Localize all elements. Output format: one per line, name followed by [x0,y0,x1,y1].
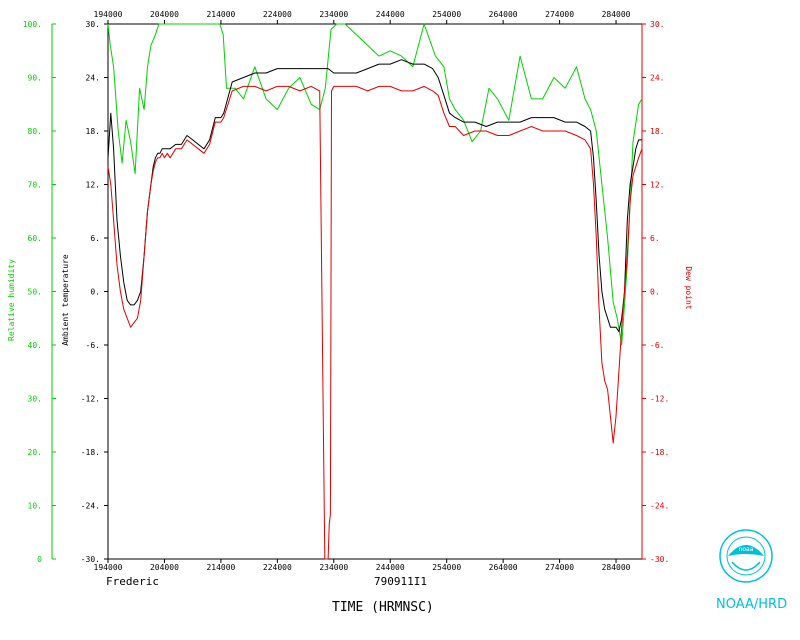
series-layer [107,23,643,560]
series-ambient-temperature [107,59,642,333]
rh-tick-label: 90. [28,74,42,83]
x-tick-label: 224000 [263,563,292,572]
rh-tick-label: 100. [23,20,42,29]
x-tick-label: 244000 [376,563,405,572]
dew-tick-label: -30. [650,555,669,564]
storm-label: Frederic [106,575,159,588]
x-tick-label-top: 264000 [489,10,518,19]
temp-tick-label: 6. [90,234,100,243]
dew-tick-label: 24. [650,74,664,83]
label-layer: Relative humidity Ambient temperature Dew … [7,254,693,615]
x-tick-label-top: 214000 [206,10,235,19]
axes-layer: 194000 194000 204000 204000 214000 214000 2240… [23,10,670,572]
series-dew-point [107,85,643,560]
dew-axis-title: Dew point [684,266,693,310]
rh-tick-label: 30. [28,395,42,404]
temp-tick-label: -6. [86,341,100,350]
temp-tick-label: -12. [81,395,100,404]
rh-axis-title: Relative humidity [7,259,16,341]
x-tick-label-top: 254000 [432,10,461,19]
x-tick-label: 234000 [319,563,348,572]
temp-axis-title: Ambient temperature [61,254,70,346]
rh-tick-label: 60. [28,234,42,243]
plot-frame [107,23,643,560]
dew-tick-label: -24. [650,502,669,511]
x-tick-label: 194000 [94,563,123,572]
rh-tick-label: 40. [28,341,42,350]
temp-tick-label: 0. [90,288,100,297]
temp-tick-label: -30. [81,555,100,564]
dew-tick-label: -6. [650,341,664,350]
x-tick-label: 264000 [489,563,518,572]
x-tick-label: 254000 [432,563,461,572]
x-tick-label-top: 234000 [319,10,348,19]
temp-tick-label: 12. [86,181,100,190]
dew-tick-label: 6. [650,234,660,243]
rh-tick-label: 10. [28,502,42,511]
series-relative-humidity [107,23,643,346]
rh-tick-label: 20. [28,448,42,457]
rh-tick-label: 50. [28,288,42,297]
flight-id-label: 790911I1 [374,575,427,588]
x-tick-label-top: 194000 [94,10,123,19]
temp-tick-label: -18. [81,448,100,457]
temp-tick-label: 30. [86,20,100,29]
x-tick-label-top: 224000 [263,10,292,19]
x-tick-label-top: 204000 [150,10,179,19]
noaa-logo-icon: noaa [719,529,773,583]
x-tick-label-top: 284000 [602,10,631,19]
dew-tick-label: 18. [650,127,664,136]
logo-badge-text: noaa [739,546,754,553]
rh-tick-label: 0 [37,555,42,564]
x-tick-label-top: 274000 [545,10,574,19]
rh-tick-label: 80. [28,127,42,136]
x-tick-label: 214000 [206,563,235,572]
x-tick-label: 284000 [602,563,631,572]
x-axis-title: TIME (HRMNSC) [332,600,434,615]
x-tick-label-top: 244000 [376,10,405,19]
rh-tick-label: 70. [28,181,42,190]
noaa-hrd-label: NOAA/HRD [716,597,788,612]
dew-tick-label: 12. [650,181,664,190]
temp-tick-label: 24. [86,74,100,83]
temp-tick-label: -24. [81,502,100,511]
dew-tick-label: -18. [650,448,669,457]
dew-tick-label: 30. [650,20,664,29]
dew-tick-label: 0. [650,288,660,297]
x-tick-label: 204000 [150,563,179,572]
x-tick-label: 274000 [545,563,574,572]
dew-tick-label: -12. [650,395,669,404]
temp-tick-label: 18. [86,127,100,136]
